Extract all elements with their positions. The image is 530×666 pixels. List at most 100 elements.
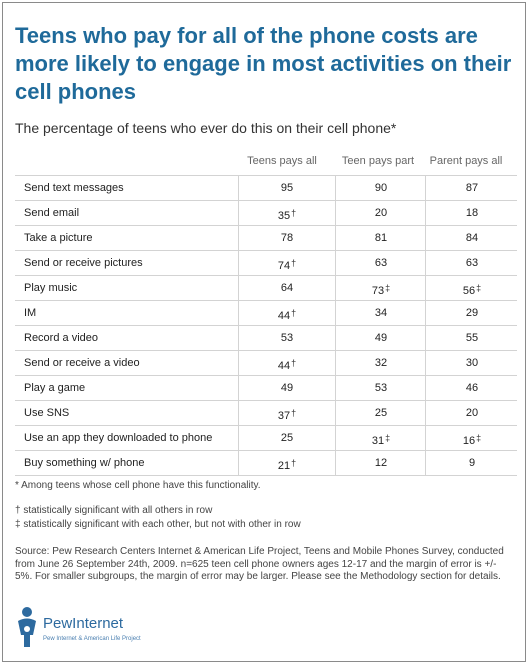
table-cell: 34 bbox=[335, 301, 426, 325]
table-row: Play music 64 73‡ 56‡ bbox=[15, 276, 517, 301]
table-row: Send email 35† 20 18 bbox=[15, 201, 517, 226]
table-cell: 53 bbox=[238, 326, 335, 350]
cell-value: 35 bbox=[277, 210, 291, 222]
table-cell: 44† bbox=[238, 301, 335, 325]
table-header: Teens pays all Teen pays part Parent pay… bbox=[15, 155, 517, 175]
cell-value: 18 bbox=[465, 207, 479, 219]
cell-value: 53 bbox=[280, 332, 294, 344]
table-row: Use SNS 37† 25 20 bbox=[15, 401, 517, 426]
table-cell: 35† bbox=[238, 201, 335, 225]
cell-value: 73 bbox=[371, 285, 385, 297]
significance-mark: ‡ bbox=[385, 433, 391, 443]
table-cell: 78 bbox=[238, 226, 335, 250]
cell-value: 44 bbox=[277, 360, 291, 372]
row-label: Use SNS bbox=[24, 407, 70, 419]
cell-value: 56 bbox=[462, 285, 476, 297]
page-title: Teens who pay for all of the phone costs… bbox=[15, 23, 512, 104]
footnote-asterisk: * Among teens whose cell phone have this… bbox=[15, 480, 261, 491]
footnote-double-dagger: ‡ statistically significant with each ot… bbox=[15, 519, 301, 530]
table-cell: 87 bbox=[425, 176, 518, 200]
cell-value: 84 bbox=[465, 232, 479, 244]
table-cell: 37† bbox=[238, 401, 335, 425]
cell-value: 46 bbox=[465, 382, 479, 394]
footnote-dagger: † statistically significant with all oth… bbox=[15, 505, 213, 516]
table-cell: 73‡ bbox=[335, 276, 426, 300]
row-label: Send or receive a video bbox=[24, 357, 140, 369]
significance-mark: † bbox=[291, 208, 297, 218]
subtitle: The percentage of teens who ever do this… bbox=[15, 120, 397, 136]
table-row: Play a game 49 53 46 bbox=[15, 376, 517, 401]
cell-value: 12 bbox=[374, 457, 388, 469]
cell-value: 29 bbox=[465, 307, 479, 319]
significance-mark: † bbox=[291, 408, 297, 418]
table-cell: 12 bbox=[335, 451, 426, 475]
significance-mark: ‡ bbox=[476, 283, 482, 293]
cell-value: 20 bbox=[465, 407, 479, 419]
cell-value: 63 bbox=[465, 257, 479, 269]
cell-value: 95 bbox=[280, 182, 294, 194]
row-label: Play a game bbox=[24, 382, 86, 394]
cell-value: 49 bbox=[280, 382, 294, 394]
cell-value: 55 bbox=[465, 332, 479, 344]
table-cell: 55 bbox=[425, 326, 518, 350]
table-row: IM 44† 34 29 bbox=[15, 301, 517, 326]
cell-value: 30 bbox=[465, 357, 479, 369]
table-cell: 90 bbox=[335, 176, 426, 200]
row-label: Play music bbox=[24, 282, 78, 294]
table-cell: 46 bbox=[425, 376, 518, 400]
significance-mark: † bbox=[291, 258, 297, 268]
figure-frame bbox=[2, 2, 526, 662]
cell-value: 64 bbox=[280, 282, 294, 294]
table-row: Send or receive a video 44† 32 30 bbox=[15, 351, 517, 376]
source-note: Source: Pew Research Centers Internet & … bbox=[15, 546, 504, 582]
cell-value: 25 bbox=[280, 432, 294, 444]
row-label: Use an app they downloaded to phone bbox=[24, 432, 213, 444]
significance-mark: ‡ bbox=[385, 283, 391, 293]
cell-value: 20 bbox=[374, 207, 388, 219]
table-cell: 25 bbox=[335, 401, 426, 425]
table-cell: 25 bbox=[238, 426, 335, 450]
table-cell: 63 bbox=[425, 251, 518, 275]
table-cell: 81 bbox=[335, 226, 426, 250]
column-header-teen-pays-part: Teen pays part bbox=[341, 155, 415, 167]
table-cell: 30 bbox=[425, 351, 518, 375]
column-header-parent-pays-all: Parent pays all bbox=[429, 155, 503, 167]
table-cell: 20 bbox=[335, 201, 426, 225]
cell-value: 81 bbox=[374, 232, 388, 244]
cell-value: 53 bbox=[374, 382, 388, 394]
pew-internet-logo: PewInternet Pew Internet & American Life… bbox=[15, 605, 195, 650]
table-cell: 18 bbox=[425, 201, 518, 225]
significance-mark: † bbox=[291, 358, 297, 368]
table-cell: 31‡ bbox=[335, 426, 426, 450]
logo-wordmark: PewInternet bbox=[43, 615, 124, 632]
row-label: Send or receive pictures bbox=[24, 257, 143, 269]
table-row: Take a picture 78 81 84 bbox=[15, 226, 517, 251]
table-cell: 20 bbox=[425, 401, 518, 425]
person-icon bbox=[18, 607, 36, 647]
table-cell: 29 bbox=[425, 301, 518, 325]
table-cell: 21† bbox=[238, 451, 335, 475]
table-cell: 44† bbox=[238, 351, 335, 375]
table-cell: 49 bbox=[238, 376, 335, 400]
cell-value: 9 bbox=[468, 457, 476, 469]
table-row: Use an app they downloaded to phone 25 31‡… bbox=[15, 426, 517, 451]
cell-value: 16 bbox=[462, 435, 476, 447]
row-label: Record a video bbox=[24, 332, 98, 344]
table-body: Send text messages 95 90 87 Send email 35† 20 1… bbox=[15, 175, 517, 476]
significance-mark: † bbox=[291, 308, 297, 318]
table-cell: 56‡ bbox=[425, 276, 518, 300]
row-label: Buy something w/ phone bbox=[24, 457, 145, 469]
cell-value: 87 bbox=[465, 182, 479, 194]
cell-value: 32 bbox=[374, 357, 388, 369]
table-row: Buy something w/ phone 21† 12 9 bbox=[15, 451, 517, 476]
cell-value: 25 bbox=[374, 407, 388, 419]
significance-mark: † bbox=[291, 458, 297, 468]
column-header-teen-pays-all: Teens pays all bbox=[247, 155, 317, 167]
table-cell: 95 bbox=[238, 176, 335, 200]
table-cell: 84 bbox=[425, 226, 518, 250]
cell-value: 74 bbox=[277, 260, 291, 272]
cell-value: 21 bbox=[277, 460, 291, 472]
table-cell: 49 bbox=[335, 326, 426, 350]
row-label: Send email bbox=[24, 207, 80, 219]
cell-value: 37 bbox=[277, 410, 291, 422]
